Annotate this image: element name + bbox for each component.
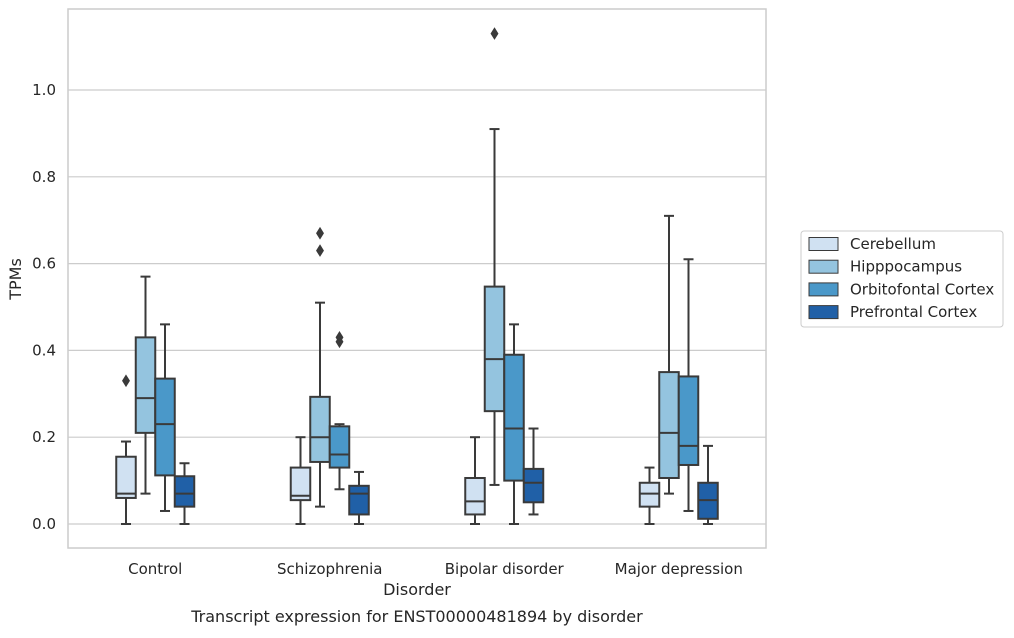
box bbox=[658, 214, 680, 495]
legend-items: Cerebellum Hipppocampus Orbitofontal Corte… bbox=[808, 235, 994, 321]
legend-label: Orbitofontal Cortex bbox=[850, 280, 994, 298]
box bbox=[638, 466, 661, 525]
legend-item: Orbitofontal Cortex bbox=[808, 280, 994, 298]
box bbox=[173, 462, 196, 525]
legend-swatch bbox=[808, 237, 839, 251]
outlier-point bbox=[316, 226, 324, 240]
box-body bbox=[289, 466, 312, 502]
box bbox=[464, 436, 486, 525]
series-cerebellum bbox=[115, 374, 661, 525]
legend-swatch bbox=[808, 259, 839, 274]
x-axis-label: Disorder bbox=[383, 580, 451, 599]
legend-label: Hipppocampus bbox=[850, 258, 962, 276]
box-body bbox=[173, 475, 196, 508]
box-body bbox=[134, 336, 157, 434]
outlier-point bbox=[316, 244, 324, 257]
box bbox=[289, 436, 312, 525]
y-tick-label: 0.2 bbox=[32, 428, 56, 446]
legend-item: Prefrontal Cortex bbox=[808, 303, 977, 321]
box-body bbox=[464, 476, 486, 516]
legend-item: Hipppocampus bbox=[808, 258, 962, 276]
y-tick-label: 0.0 bbox=[32, 515, 56, 533]
box bbox=[697, 444, 719, 525]
box-body bbox=[309, 395, 331, 463]
y-tick-labels: 0.0 0.2 0.4 0.6 0.8 1.0 bbox=[32, 81, 56, 533]
x-tick-label: Control bbox=[128, 560, 182, 578]
outlier-point bbox=[335, 331, 344, 344]
box bbox=[483, 27, 506, 486]
box-body bbox=[638, 481, 661, 508]
series-hipppocampus bbox=[134, 27, 680, 508]
legend-label: Prefrontal Cortex bbox=[850, 303, 977, 321]
x-tick-label: Major depression bbox=[615, 560, 743, 578]
legend: Cerebellum Hipppocampus Orbitofontal Corte… bbox=[800, 230, 1004, 328]
box bbox=[154, 323, 176, 512]
box bbox=[115, 374, 137, 525]
box-body bbox=[348, 484, 370, 516]
x-tick-label: Schizophrenia bbox=[277, 560, 382, 578]
x-tick-labels: Control Schizophrenia Bipolar disorder Majo… bbox=[128, 560, 743, 578]
legend-item: Cerebellum bbox=[808, 235, 936, 253]
box bbox=[328, 331, 351, 491]
box bbox=[309, 226, 331, 508]
series-orbitofontal-cortex bbox=[154, 258, 700, 525]
chart-caption: Transcript expression for ENST0000048189… bbox=[190, 607, 643, 626]
box-body bbox=[677, 375, 700, 466]
box-body bbox=[115, 455, 137, 499]
box-body bbox=[483, 285, 506, 413]
box-series-group bbox=[115, 27, 719, 525]
x-tick-label: Bipolar disorder bbox=[445, 560, 565, 578]
outlier-point bbox=[490, 27, 499, 40]
box-body bbox=[503, 353, 525, 482]
legend-swatch bbox=[808, 282, 839, 297]
plot-area-frame bbox=[67, 8, 767, 549]
y-tick-label: 0.6 bbox=[32, 255, 56, 273]
box bbox=[503, 323, 525, 525]
box bbox=[134, 275, 157, 495]
legend-frame bbox=[800, 230, 1004, 328]
box bbox=[348, 470, 370, 525]
y-axis-label: TPMs bbox=[6, 258, 25, 301]
legend-swatch bbox=[808, 305, 839, 320]
series-prefrontal-cortex bbox=[173, 427, 719, 525]
box-body bbox=[658, 371, 680, 479]
box-body bbox=[328, 425, 351, 469]
legend-label: Cerebellum bbox=[850, 235, 936, 253]
y-tick-label: 0.8 bbox=[32, 168, 56, 186]
box-body bbox=[154, 377, 176, 477]
outlier-point bbox=[122, 374, 130, 388]
y-tick-label: 0.4 bbox=[32, 341, 56, 359]
y-tick-label: 1.0 bbox=[32, 81, 56, 99]
box bbox=[522, 427, 545, 516]
box bbox=[677, 258, 700, 512]
box-body bbox=[522, 467, 545, 504]
